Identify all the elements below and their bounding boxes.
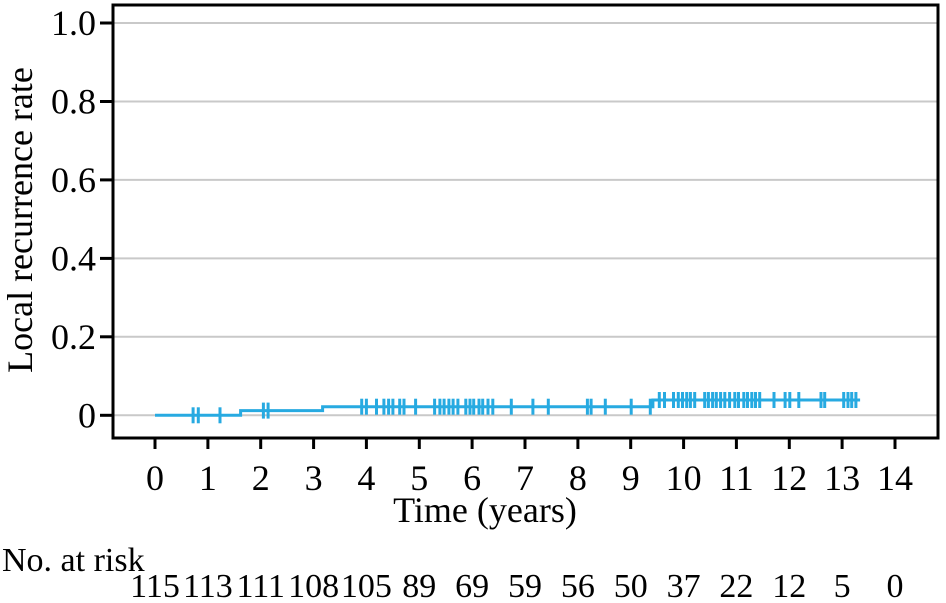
at-risk-count: 115 xyxy=(130,568,180,603)
y-tick-label: 0.2 xyxy=(51,317,96,357)
x-tick-label: 4 xyxy=(357,458,375,498)
at-risk-count: 56 xyxy=(561,568,595,603)
x-tick-label: 7 xyxy=(516,458,534,498)
at-risk-count: 59 xyxy=(508,568,542,603)
x-tick-label: 1 xyxy=(199,458,217,498)
at-risk-count: 0 xyxy=(887,568,904,603)
at-risk-count: 5 xyxy=(834,568,851,603)
x-tick-label: 5 xyxy=(410,458,428,498)
x-axis-title: Time (years) xyxy=(393,490,577,530)
axis-tick-labels: 00.20.40.60.81.00 1 2 3 4 5 6 7 8 9 10 11 12 13 14 xyxy=(51,3,913,498)
x-tick-label: 14 xyxy=(877,458,913,498)
at-risk-count: 108 xyxy=(288,568,339,603)
x-tick-label: 8 xyxy=(569,458,587,498)
x-tick-label: 9 xyxy=(622,458,640,498)
at-risk-count: 50 xyxy=(614,568,648,603)
at-risk-counts: 115 113 111 108 105 89 69 59 56 50 37 22 12 5 0 xyxy=(130,568,903,603)
y-axis-title: Local recurrence rate xyxy=(0,67,40,373)
y-tick-label: 0.4 xyxy=(51,238,96,278)
at-risk-count: 22 xyxy=(719,568,753,603)
at-risk-count: 37 xyxy=(667,568,701,603)
y-tick-label: 1.0 xyxy=(51,3,96,43)
x-tick-label: 10 xyxy=(666,458,702,498)
at-risk-label: No. at risk xyxy=(2,542,145,579)
x-tick-label: 12 xyxy=(771,458,807,498)
x-tick-label: 2 xyxy=(252,458,270,498)
survival-step-line xyxy=(155,398,861,417)
y-tick-label: 0.6 xyxy=(51,160,96,200)
x-tick-label: 11 xyxy=(719,458,754,498)
x-tick-label: 6 xyxy=(463,458,481,498)
axis-ticks xyxy=(100,21,897,449)
y-tick-label: 0.8 xyxy=(51,82,96,122)
plot-border xyxy=(111,3,940,440)
gridlines xyxy=(113,22,938,417)
x-tick-label: 3 xyxy=(305,458,323,498)
x-tick-label: 13 xyxy=(824,458,860,498)
y-tick-label: 0 xyxy=(78,395,96,435)
at-risk-count: 111 xyxy=(236,568,284,603)
at-risk-count: 69 xyxy=(455,568,489,603)
at-risk-count: 105 xyxy=(341,568,392,603)
at-risk-count: 89 xyxy=(402,568,436,603)
at-risk-count: 113 xyxy=(183,568,233,603)
x-tick-label: 0 xyxy=(146,458,164,498)
at-risk-count: 12 xyxy=(772,568,806,603)
km-curve xyxy=(155,392,861,424)
